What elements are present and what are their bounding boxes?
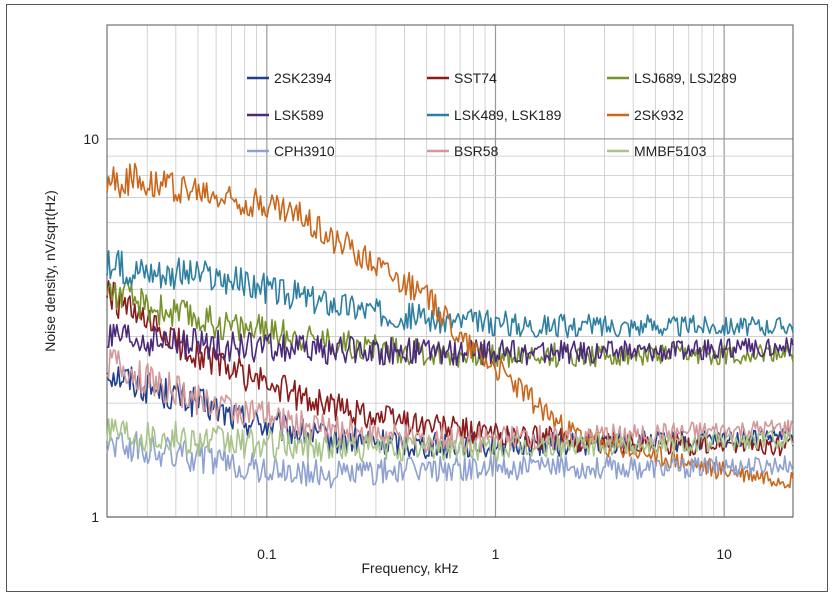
series-lines <box>106 162 794 489</box>
legend-label-2sk2394: 2SK2394 <box>274 70 332 86</box>
legend-label-mmbf5103: MMBF5103 <box>634 143 707 159</box>
legend: 2SK2394 SST74 LSJ689, LSJ289 LSK589 LSK489, … <box>247 70 737 159</box>
legend-label-bsr58: BSR58 <box>454 143 499 159</box>
y-tick-label: 10 <box>83 131 99 147</box>
x-axis-label: Frequency, kHz <box>362 560 459 576</box>
y-tick-labels: 1 10 <box>83 131 99 525</box>
chart-frame: 1 10 0.1 1 10 Frequency, kHz Noise density,… <box>6 4 828 592</box>
x-tick-labels: 0.1 1 10 <box>257 546 732 562</box>
series-line-lsj689-lsj289 <box>106 280 794 368</box>
series-line-mmbf5103 <box>106 418 794 463</box>
legend-label-2sk932: 2SK932 <box>634 107 684 123</box>
series-line-lsk489-lsk189 <box>106 249 794 339</box>
legend-label-sst74: SST74 <box>454 70 497 86</box>
x-tick-label: 0.1 <box>257 546 277 562</box>
x-tick-label: 10 <box>716 546 732 562</box>
series-line-cph3910 <box>106 431 794 489</box>
y-axis-label: Noise density, nV/sqrt(Hz) <box>42 190 58 352</box>
series-line-lsk589 <box>107 323 794 366</box>
legend-label-lsk589: LSK589 <box>274 107 324 123</box>
legend-label-lsk489-lsk189: LSK489, LSK189 <box>454 107 562 123</box>
y-tick-label: 1 <box>91 509 99 525</box>
legend-label-lsj689-lsj289: LSJ689, LSJ289 <box>634 70 737 86</box>
series-line-bsr58 <box>106 348 794 454</box>
noise-density-chart: 1 10 0.1 1 10 Frequency, kHz Noise density,… <box>42 24 794 576</box>
legend-label-cph3910: CPH3910 <box>274 143 335 159</box>
x-tick-label: 1 <box>492 546 500 562</box>
